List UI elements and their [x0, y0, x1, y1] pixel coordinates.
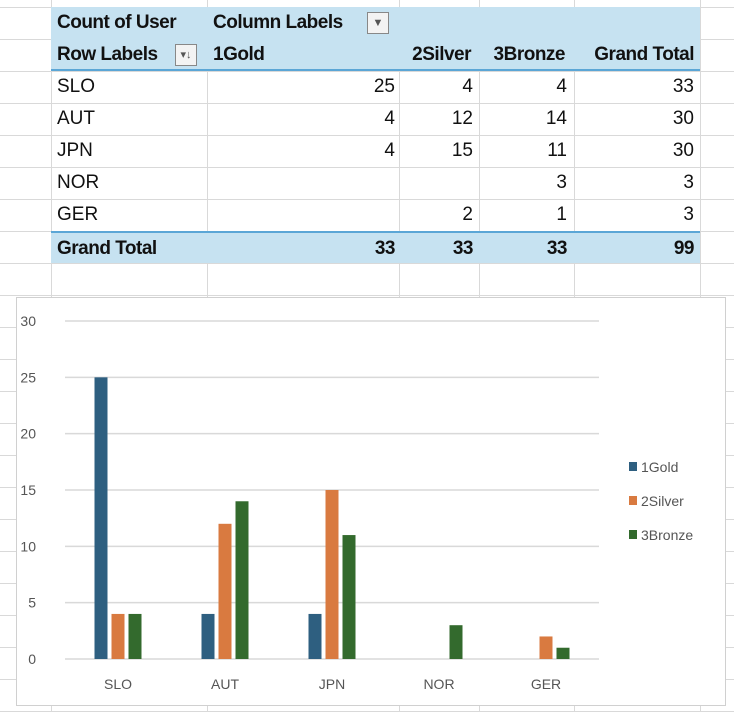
legend-swatch-2silver: [629, 496, 637, 505]
y-tick-label: 20: [20, 426, 36, 442]
grand-total-bronze: 33: [546, 238, 568, 259]
x-tick-label: JPN: [319, 676, 345, 692]
y-tick-label: 0: [28, 651, 36, 667]
grand-total-silver: 33: [452, 238, 474, 259]
y-tick-label: 25: [20, 369, 36, 385]
row-gridline: [0, 199, 734, 200]
pivot-cell[interactable]: 4: [462, 76, 473, 97]
row-gridline: [0, 295, 734, 296]
column-labels-filter-button[interactable]: ▼: [367, 12, 389, 34]
pivot-cell[interactable]: [311, 167, 395, 199]
bar-3bronze-aut: [235, 501, 249, 659]
row-gridline: [0, 103, 734, 104]
pivot-row-nor: NOR 3 3: [51, 167, 700, 199]
pivot-header-row-2: Row Labels ▾↓ 1Gold 2Silver 3Bronze Gran…: [51, 39, 700, 71]
column-header-grand-total: Grand Total: [594, 44, 694, 65]
pivot-cell[interactable]: 12: [451, 108, 473, 129]
dropdown-arrow-icon: ▼: [372, 17, 384, 29]
pivot-row-slo: SLO 25 4 4 33: [51, 71, 700, 103]
row-labels-sort-filter-button[interactable]: ▾↓: [175, 44, 197, 66]
pivot-cell[interactable]: 14: [545, 108, 567, 129]
pivot-row-ger: GER 2 1 3: [51, 199, 700, 231]
y-tick-label: 15: [20, 482, 36, 498]
row-label[interactable]: JPN: [57, 140, 93, 161]
bar-3bronze-nor: [449, 625, 463, 659]
column-header-3bronze: 3Bronze: [493, 44, 566, 65]
row-label[interactable]: NOR: [57, 172, 100, 193]
pivot-cell[interactable]: 30: [672, 140, 694, 161]
pivot-cell[interactable]: 4: [556, 76, 567, 97]
row-gridline: [0, 71, 734, 72]
pivot-cell[interactable]: 2: [462, 204, 473, 225]
legend-label-2silver: 2Silver: [641, 493, 684, 509]
legend-swatch-3bronze: [629, 530, 637, 539]
row-gridline: [0, 263, 734, 264]
bar-3bronze-jpn: [342, 535, 356, 659]
pivot-cell[interactable]: 3: [683, 172, 694, 193]
pivot-cell[interactable]: 11: [547, 140, 567, 161]
grand-total-label: Grand Total: [57, 238, 157, 259]
x-tick-label: SLO: [104, 676, 132, 692]
legend-label-1gold: 1Gold: [641, 459, 678, 475]
bar-2silver-aut: [218, 523, 232, 659]
x-tick-label: GER: [531, 676, 561, 692]
chart-svg: 0 5 10 15 20 25 30 SLO AUT JPN NOR GER 1Gold 2Silver 3…: [20, 313, 693, 692]
pivot-cell[interactable]: 30: [672, 108, 694, 129]
bar-3bronze-ger: [556, 647, 570, 659]
bar-1gold-jpn: [308, 613, 322, 659]
y-tick-label: 30: [20, 313, 36, 329]
pivot-cell[interactable]: 3: [683, 204, 694, 225]
legend-swatch-1gold: [629, 462, 637, 471]
x-tick-label: AUT: [211, 676, 239, 692]
pivot-cell[interactable]: 4: [384, 140, 395, 161]
pivot-cell[interactable]: 1: [556, 204, 567, 225]
bar-2silver-slo: [111, 613, 125, 659]
pivot-row-jpn: JPN 4 15 11 30: [51, 135, 700, 167]
pivot-cell[interactable]: 3: [556, 172, 567, 193]
column-header-1gold: 1Gold: [213, 44, 265, 65]
pivot-row-aut: AUT 4 12 14 30: [51, 103, 700, 135]
pivot-cell[interactable]: 4: [384, 108, 395, 129]
pivot-cell[interactable]: 15: [451, 140, 473, 161]
pivot-cell[interactable]: 33: [672, 76, 694, 97]
column-header-2silver: 2Silver: [412, 44, 471, 65]
value-field-label[interactable]: Count of User: [57, 12, 177, 33]
pivot-cell[interactable]: [311, 199, 395, 231]
sort-filter-icon: ▾↓: [180, 49, 192, 61]
bar-1gold-slo: [94, 377, 108, 659]
row-gridline: [0, 135, 734, 136]
row-labels-label: Row Labels: [57, 44, 158, 65]
bar-2silver-ger: [539, 636, 553, 659]
x-tick-label: NOR: [423, 676, 454, 692]
row-label[interactable]: GER: [57, 204, 99, 225]
grand-total-gold: 33: [374, 238, 396, 259]
bar-3bronze-slo: [128, 613, 142, 659]
column-labels-label: Column Labels: [213, 12, 343, 33]
row-label[interactable]: SLO: [57, 76, 96, 97]
y-tick-label: 10: [20, 538, 36, 554]
grand-total-row: Grand Total 33 33 33 99: [51, 231, 700, 263]
pivot-cell[interactable]: [399, 167, 473, 199]
legend-label-3bronze: 3Bronze: [641, 527, 693, 543]
pivot-cell[interactable]: 25: [373, 76, 395, 97]
row-gridline: [0, 167, 734, 168]
row-label[interactable]: AUT: [57, 108, 95, 129]
clustered-column-chart[interactable]: 0 5 10 15 20 25 30 SLO AUT JPN NOR GER 1Gold 2Silver 3…: [16, 297, 726, 706]
pivot-header-row-1: Count of User Column Labels ▼: [51, 7, 700, 39]
grand-total-total: 99: [673, 238, 695, 259]
y-tick-label: 5: [28, 595, 36, 611]
bar-2silver-jpn: [325, 490, 339, 659]
bar-1gold-aut: [201, 613, 215, 659]
